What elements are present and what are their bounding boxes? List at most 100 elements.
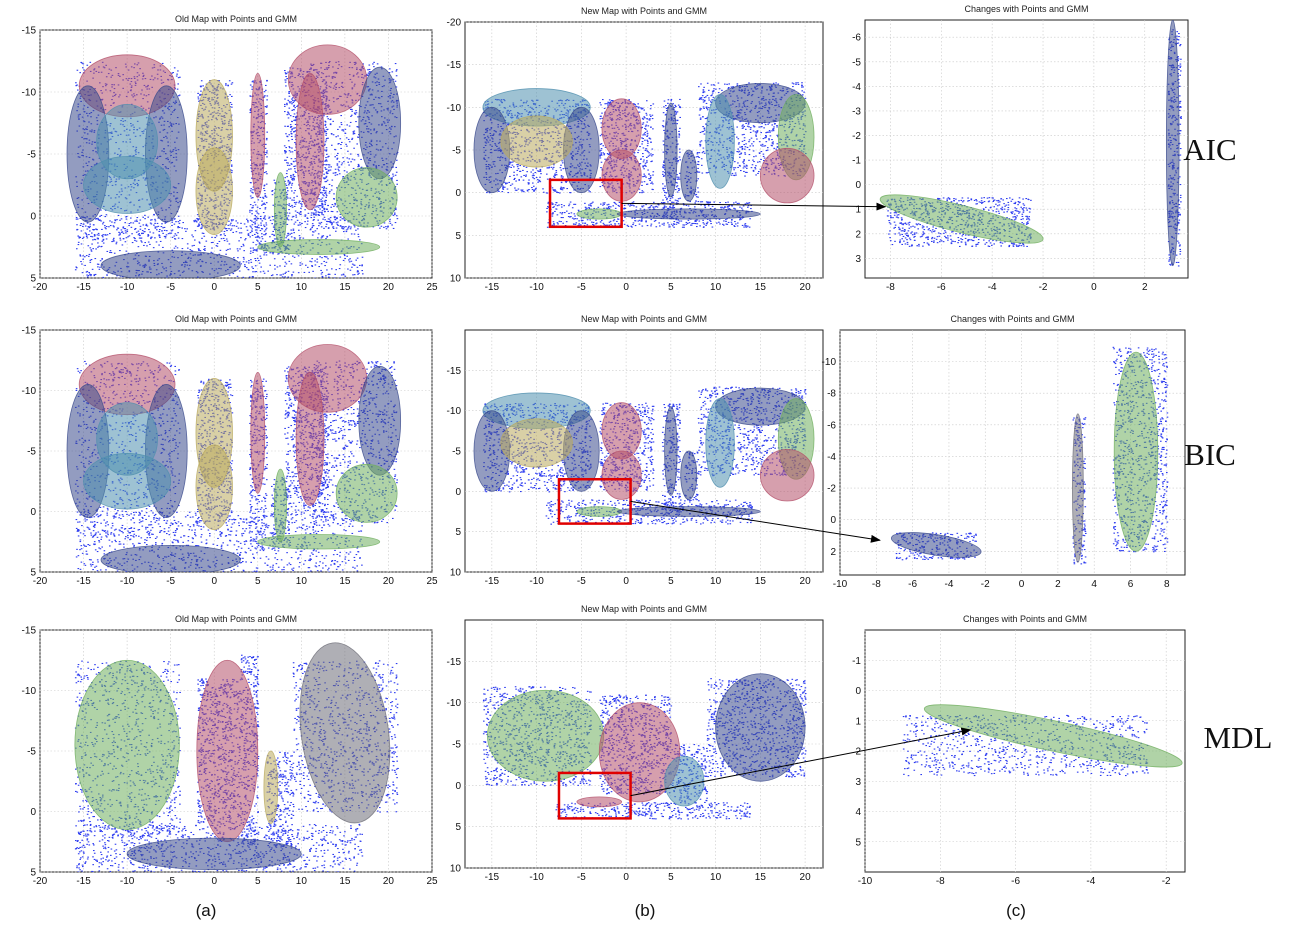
data-point xyxy=(347,150,349,152)
data-point xyxy=(154,227,157,229)
data-point xyxy=(120,229,123,231)
data-point xyxy=(294,237,296,239)
data-point xyxy=(181,248,184,250)
data-point xyxy=(76,228,79,230)
data-point xyxy=(197,225,200,227)
data-point xyxy=(134,228,137,230)
data-point xyxy=(95,248,97,250)
data-point xyxy=(357,163,360,165)
data-point xyxy=(338,161,341,163)
data-point xyxy=(278,253,280,255)
data-point xyxy=(263,254,265,256)
data-point xyxy=(318,222,321,224)
data-point xyxy=(282,273,285,275)
data-point xyxy=(345,229,348,231)
data-point xyxy=(328,276,330,278)
data-point xyxy=(285,73,287,75)
data-point xyxy=(265,171,267,173)
data-point xyxy=(250,197,253,199)
data-point xyxy=(335,136,337,138)
data-point xyxy=(326,256,328,258)
data-point xyxy=(265,183,268,185)
data-point xyxy=(313,216,316,218)
data-point xyxy=(240,246,243,248)
data-point xyxy=(351,138,353,140)
data-point xyxy=(349,228,352,230)
data-point xyxy=(389,68,391,70)
data-point xyxy=(186,243,189,245)
data-point xyxy=(282,258,284,260)
data-point xyxy=(334,218,336,220)
data-point xyxy=(355,259,357,261)
data-point xyxy=(532,169,534,171)
data-point xyxy=(280,274,283,276)
data-point xyxy=(113,226,115,228)
data-point xyxy=(240,227,242,229)
data-point xyxy=(256,257,259,259)
data-point xyxy=(134,239,136,241)
data-point xyxy=(249,225,252,227)
data-point xyxy=(93,234,96,236)
data-point xyxy=(288,150,291,152)
data-point xyxy=(79,255,82,257)
data-point xyxy=(141,230,144,232)
data-point xyxy=(247,221,249,223)
data-point xyxy=(256,236,258,238)
data-point xyxy=(163,226,166,228)
x-tick-label: -10 xyxy=(120,282,135,293)
data-point xyxy=(139,225,142,227)
data-point xyxy=(554,175,556,177)
data-point xyxy=(355,229,357,231)
data-point xyxy=(162,232,164,234)
data-point xyxy=(249,182,252,184)
data-point xyxy=(257,236,260,238)
data-point xyxy=(290,163,293,165)
data-point xyxy=(296,211,299,213)
data-point xyxy=(265,139,268,141)
data-point xyxy=(286,235,288,237)
data-point xyxy=(516,164,518,166)
data-point xyxy=(313,219,315,221)
data-point xyxy=(176,88,179,90)
data-point xyxy=(264,154,267,156)
data-point xyxy=(257,213,260,215)
data-point xyxy=(173,247,176,249)
data-point xyxy=(287,219,290,221)
data-point xyxy=(228,220,230,222)
data-point xyxy=(332,227,335,229)
data-point xyxy=(86,237,89,239)
data-point xyxy=(322,218,324,220)
data-point xyxy=(533,190,535,192)
data-point xyxy=(309,260,311,262)
data-point xyxy=(82,255,84,257)
data-point xyxy=(198,224,201,226)
data-point xyxy=(337,143,339,145)
data-point xyxy=(106,250,109,252)
data-point xyxy=(144,228,146,230)
data-point xyxy=(343,231,345,233)
data-point xyxy=(290,236,293,238)
x-tick-label: -15 xyxy=(76,282,91,293)
data-point xyxy=(194,230,197,232)
x-tick-label: 15 xyxy=(339,282,351,293)
data-point xyxy=(109,250,112,252)
data-point xyxy=(244,239,246,241)
data-point xyxy=(227,248,229,250)
data-point xyxy=(327,227,330,229)
data-point xyxy=(321,186,323,188)
data-point xyxy=(516,174,518,176)
data-point xyxy=(147,235,149,237)
data-point xyxy=(90,274,92,276)
data-point xyxy=(157,217,159,219)
data-point xyxy=(89,247,92,249)
plot-title: New Map with Points and GMM xyxy=(581,6,707,16)
data-point xyxy=(121,244,124,246)
data-point xyxy=(285,173,288,175)
data-point xyxy=(224,227,226,229)
x-tick-label: 0 xyxy=(211,282,217,293)
data-point xyxy=(231,225,234,227)
data-point xyxy=(348,125,351,127)
data-point xyxy=(328,155,330,157)
data-point xyxy=(502,186,505,188)
data-point xyxy=(135,219,138,221)
